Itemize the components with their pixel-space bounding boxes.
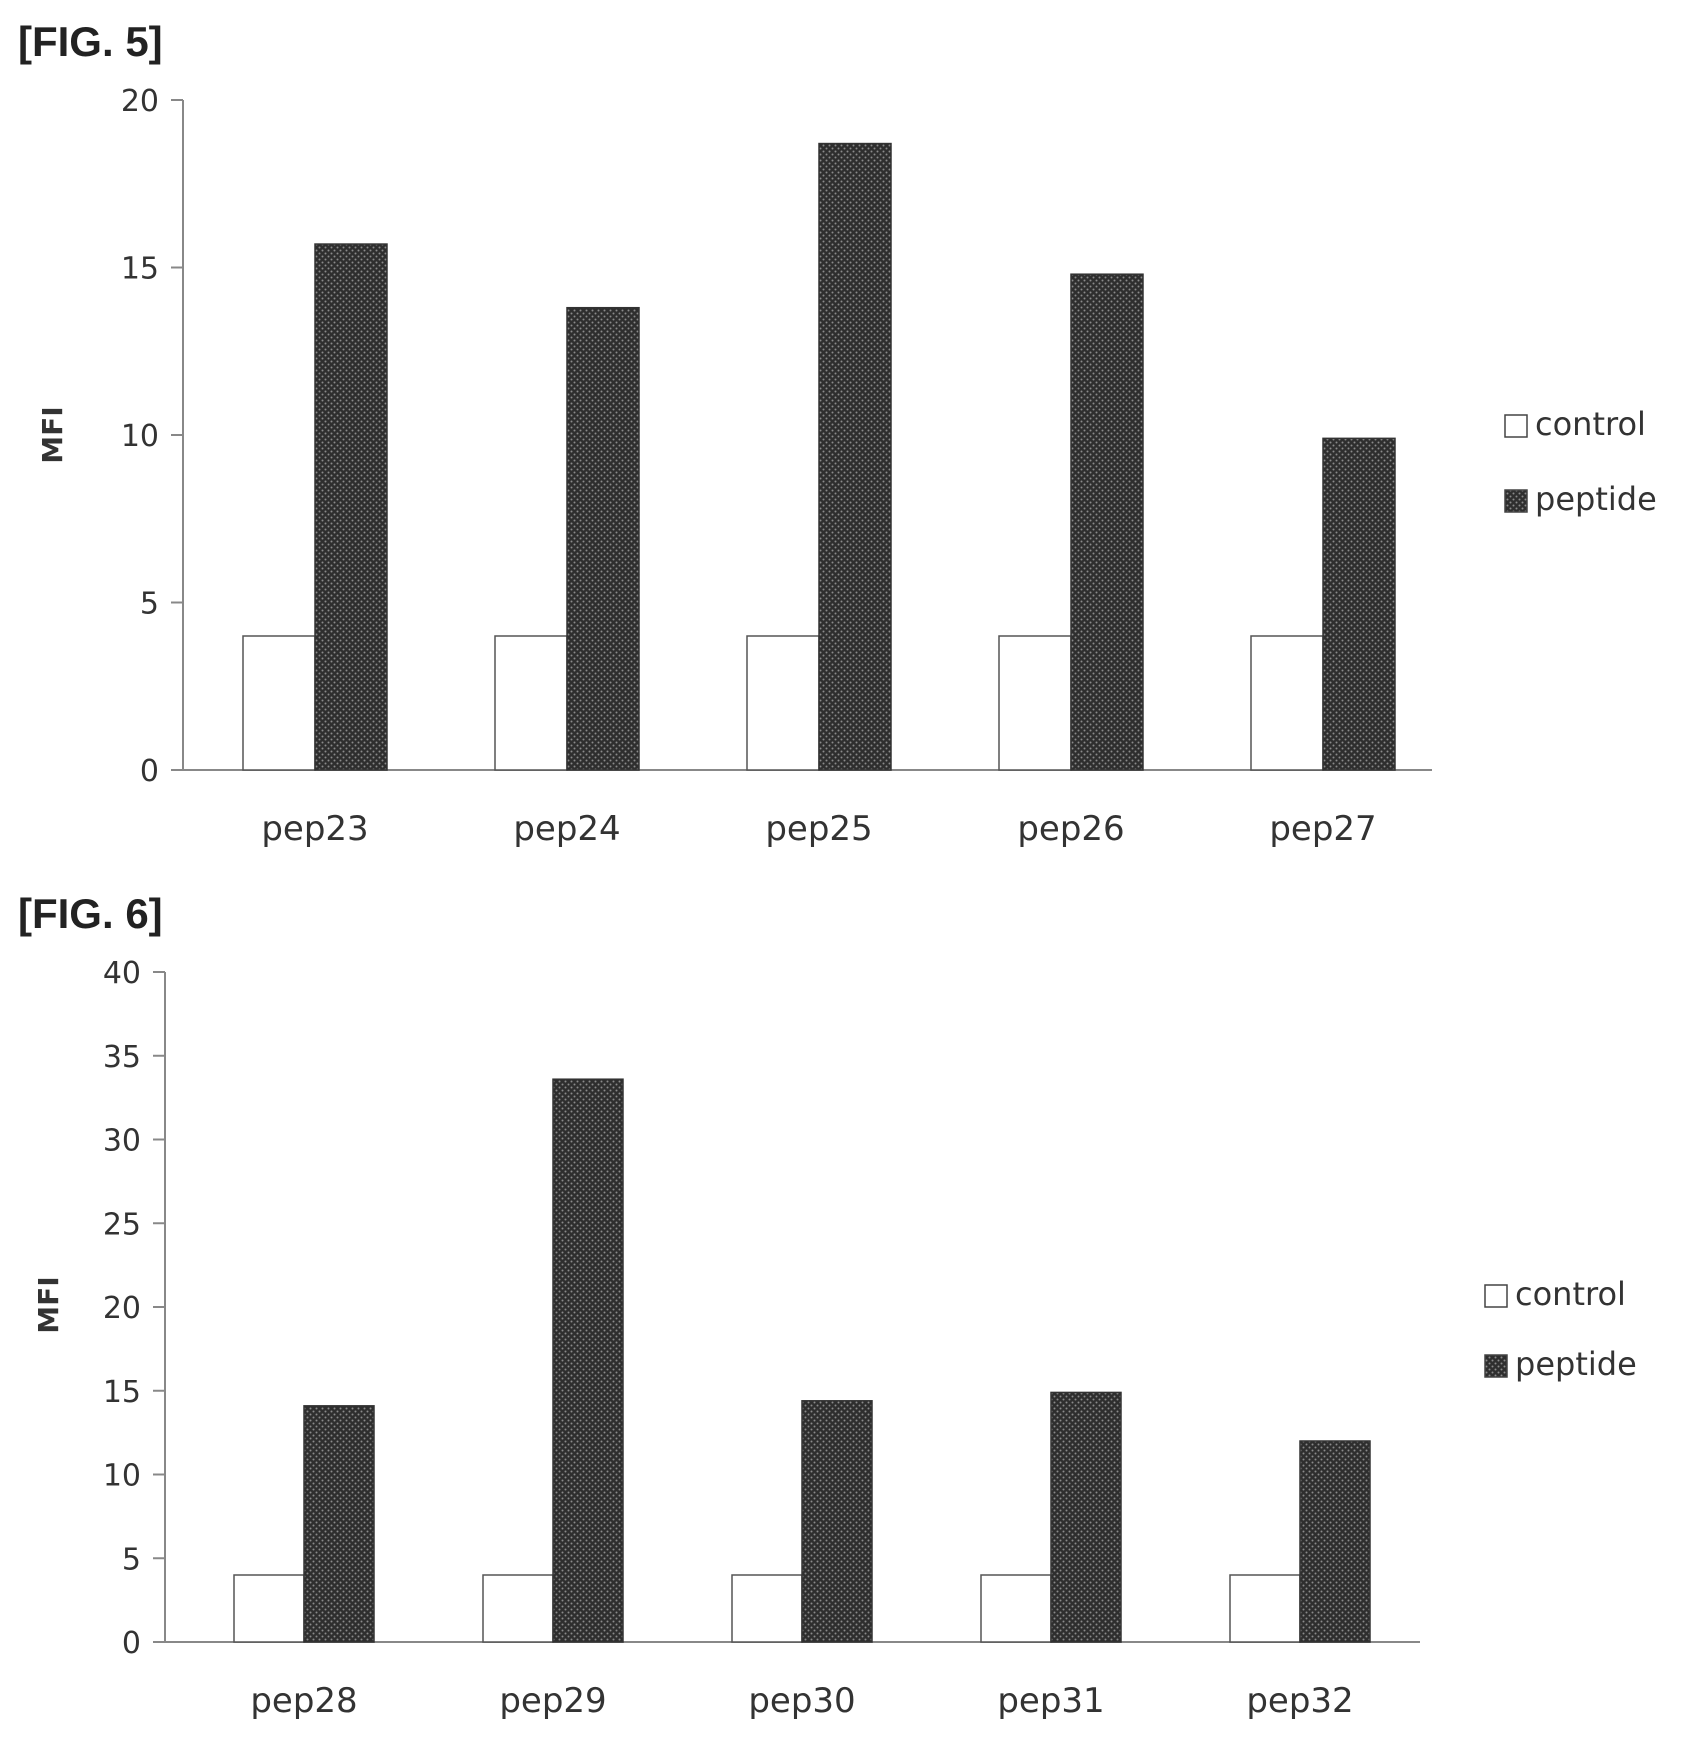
bar-peptide-pep24: [566, 306, 640, 771]
legend-label-control: control: [1535, 405, 1646, 443]
y-axis-label: MFI: [32, 1276, 65, 1333]
y-tick-label: 40: [103, 956, 141, 991]
y-tick-label: 20: [103, 1291, 141, 1326]
x-tick-label: pep31: [997, 1681, 1104, 1721]
y-tick-label: 5: [140, 587, 159, 622]
x-tick-label: pep30: [748, 1681, 855, 1721]
y-tick-label: 15: [103, 1375, 141, 1410]
y-tick-label: 10: [121, 419, 159, 454]
x-tick-label: pep26: [1017, 809, 1124, 849]
legend-swatch-control: [1504, 414, 1528, 438]
y-tick-label: 15: [121, 252, 159, 287]
legend-label-peptide: peptide: [1535, 480, 1657, 518]
bar-peptide-pep29: [552, 1078, 624, 1643]
legend-swatch-control: [1484, 1284, 1508, 1308]
y-tick-label: 10: [103, 1459, 141, 1494]
figure-6-label: [FIG. 6]: [18, 890, 163, 937]
bar-peptide-pep25: [818, 142, 892, 771]
bar-peptide-pep23: [314, 243, 388, 771]
x-tick-label: pep27: [1269, 809, 1376, 849]
y-tick-label: 0: [140, 754, 159, 789]
y-tick-label: 5: [122, 1542, 141, 1577]
y-axis-label: MFI: [36, 406, 69, 463]
y-tick-label: 0: [122, 1626, 141, 1661]
figure-5-chart: 0 5 10 15 20 MFI pep23 pep24 pep25 pep26 pep27 cont…: [36, 84, 1657, 849]
y-tick-label: 30: [103, 1124, 141, 1159]
bar-control-pep23: [242, 635, 316, 771]
figure-6-chart: 0 5 10 15 20 25 30 35 40 MFI pep28 pep29 pep30 pep31 p…: [32, 956, 1637, 1721]
bar-control-pep28: [233, 1574, 305, 1643]
x-tick-label: pep23: [261, 809, 368, 849]
x-tick-label: pep28: [250, 1681, 357, 1721]
legend-swatch-peptide: [1484, 1354, 1508, 1378]
bar-peptide-pep28: [303, 1405, 375, 1643]
bar-control-pep30: [731, 1574, 803, 1643]
bar-control-pep29: [482, 1574, 554, 1643]
legend-label-peptide: peptide: [1515, 1345, 1637, 1383]
y-tick-label: 35: [103, 1040, 141, 1075]
bar-peptide-pep32: [1299, 1440, 1371, 1643]
bar-control-pep27: [1250, 635, 1324, 771]
bar-control-pep32: [1229, 1574, 1301, 1643]
x-tick-label: pep25: [765, 809, 872, 849]
bar-control-pep24: [494, 635, 568, 771]
bar-control-pep31: [980, 1574, 1052, 1643]
bar-peptide-pep31: [1050, 1391, 1122, 1643]
x-tick-label: pep24: [513, 809, 620, 849]
legend-swatch-peptide: [1504, 489, 1528, 513]
x-tick-label: pep29: [499, 1681, 606, 1721]
bar-peptide-pep27: [1322, 437, 1396, 771]
figure-5-label: [FIG. 5]: [18, 18, 163, 65]
y-tick-label: 20: [121, 84, 159, 119]
legend-label-control: control: [1515, 1275, 1626, 1313]
y-tick-label: 25: [103, 1207, 141, 1242]
bar-peptide-pep30: [801, 1400, 873, 1643]
bar-control-pep26: [998, 635, 1072, 771]
bar-control-pep25: [746, 635, 820, 771]
bar-peptide-pep26: [1070, 273, 1144, 771]
x-tick-label: pep32: [1246, 1681, 1353, 1721]
